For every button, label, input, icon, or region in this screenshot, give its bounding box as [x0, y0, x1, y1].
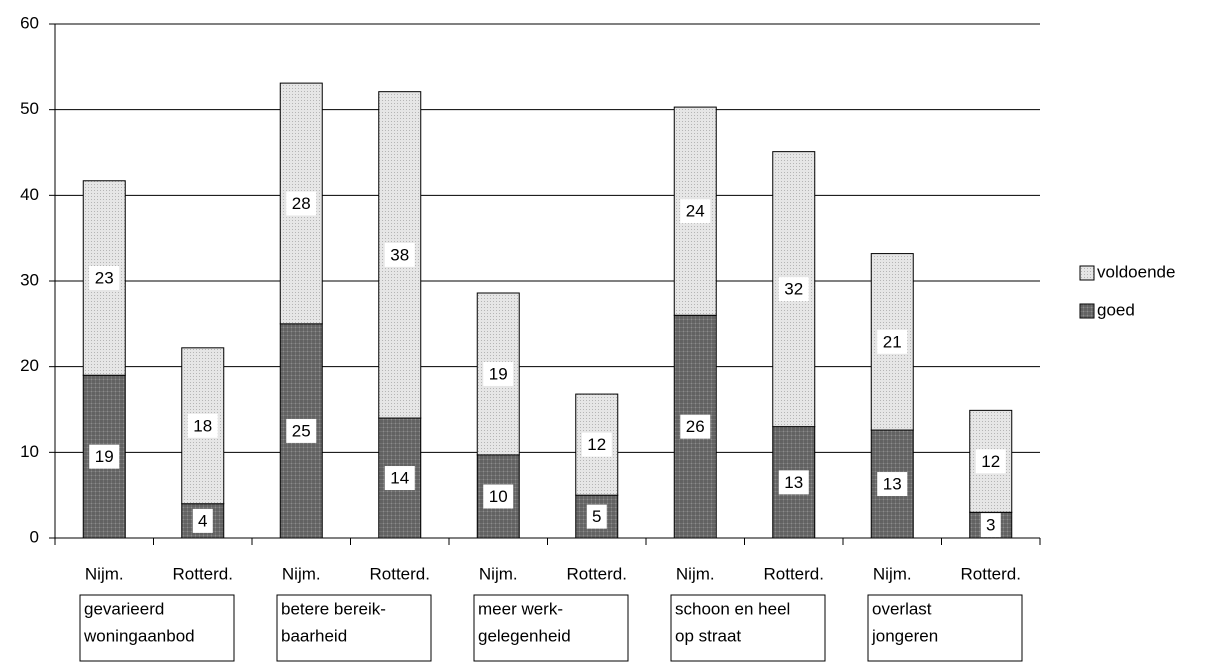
value-label-bg	[286, 191, 317, 216]
group-label: gelegenheid	[478, 626, 571, 645]
group-label: meer werk-	[478, 599, 563, 618]
value-label: 13	[784, 473, 803, 492]
value-label-bg	[877, 472, 908, 497]
y-tick-label: 40	[20, 185, 39, 204]
value-label: 13	[883, 475, 902, 494]
y-tick-label: 50	[20, 99, 39, 118]
x-tick-label: Rotterd.	[370, 564, 430, 583]
group-box	[670, 594, 826, 662]
value-label: 5	[592, 507, 601, 526]
group-label: schoon en heel	[675, 599, 790, 618]
value-label: 32	[784, 280, 803, 299]
value-label: 3	[986, 516, 995, 535]
value-label-bg	[680, 199, 711, 224]
y-tick-label: 30	[20, 270, 39, 289]
value-label-bg	[778, 470, 809, 495]
value-label-bg	[778, 277, 809, 302]
value-label-bg	[192, 508, 213, 533]
group-box	[276, 594, 432, 662]
legend-label: voldoende	[1097, 262, 1175, 281]
value-label-bg	[680, 414, 711, 439]
value-label: 21	[883, 332, 902, 351]
value-label-bg	[980, 513, 1001, 538]
group-label: woningaanbod	[83, 626, 195, 645]
value-label: 4	[198, 511, 207, 530]
value-label: 28	[292, 194, 311, 213]
group-label: overlast	[872, 599, 932, 618]
legend-swatch	[1079, 265, 1095, 281]
value-label-bg	[975, 449, 1006, 474]
group-box	[79, 594, 235, 662]
value-label: 24	[686, 202, 705, 221]
value-label: 19	[489, 364, 508, 383]
x-tick-label: Nijm.	[676, 564, 715, 583]
value-label: 26	[686, 417, 705, 436]
value-label-bg	[586, 504, 607, 529]
group-box	[473, 594, 629, 662]
group-label: op straat	[675, 626, 741, 645]
value-label-bg	[384, 242, 415, 267]
x-tick-label: Rotterd.	[961, 564, 1021, 583]
value-label: 14	[390, 469, 409, 488]
x-tick-label: Rotterd.	[567, 564, 627, 583]
x-tick-label: Rotterd.	[764, 564, 824, 583]
legend-swatch	[1079, 303, 1095, 319]
value-label-bg	[581, 432, 612, 457]
value-label: 19	[95, 447, 114, 466]
x-tick-label: Nijm.	[85, 564, 124, 583]
value-label-bg	[877, 329, 908, 354]
group-label: jongeren	[871, 626, 938, 645]
x-tick-label: Nijm.	[479, 564, 518, 583]
value-label: 12	[587, 435, 606, 454]
value-label: 38	[390, 245, 409, 264]
x-tick-label: Nijm.	[873, 564, 912, 583]
value-label-bg	[89, 444, 120, 469]
group-label: gevarieerd	[84, 599, 164, 618]
y-tick-label: 10	[20, 442, 39, 461]
value-label: 10	[489, 487, 508, 506]
legend-label: goed	[1097, 300, 1135, 319]
x-tick-label: Rotterd.	[173, 564, 233, 583]
value-label-bg	[187, 413, 218, 438]
value-label-bg	[483, 484, 514, 509]
value-label: 23	[95, 268, 114, 287]
value-label: 18	[193, 416, 212, 435]
value-label: 12	[981, 452, 1000, 471]
y-tick-label: 20	[20, 356, 39, 375]
group-box	[867, 594, 1023, 662]
y-tick-label: 60	[20, 13, 39, 32]
value-label: 25	[292, 421, 311, 440]
value-label-bg	[483, 361, 514, 386]
x-tick-label: Nijm.	[282, 564, 321, 583]
group-label: baarheid	[281, 626, 347, 645]
value-label-bg	[384, 466, 415, 491]
y-tick-label: 0	[30, 527, 39, 546]
group-label: betere bereik-	[281, 599, 386, 618]
value-label-bg	[286, 418, 317, 443]
value-label-bg	[89, 266, 120, 291]
